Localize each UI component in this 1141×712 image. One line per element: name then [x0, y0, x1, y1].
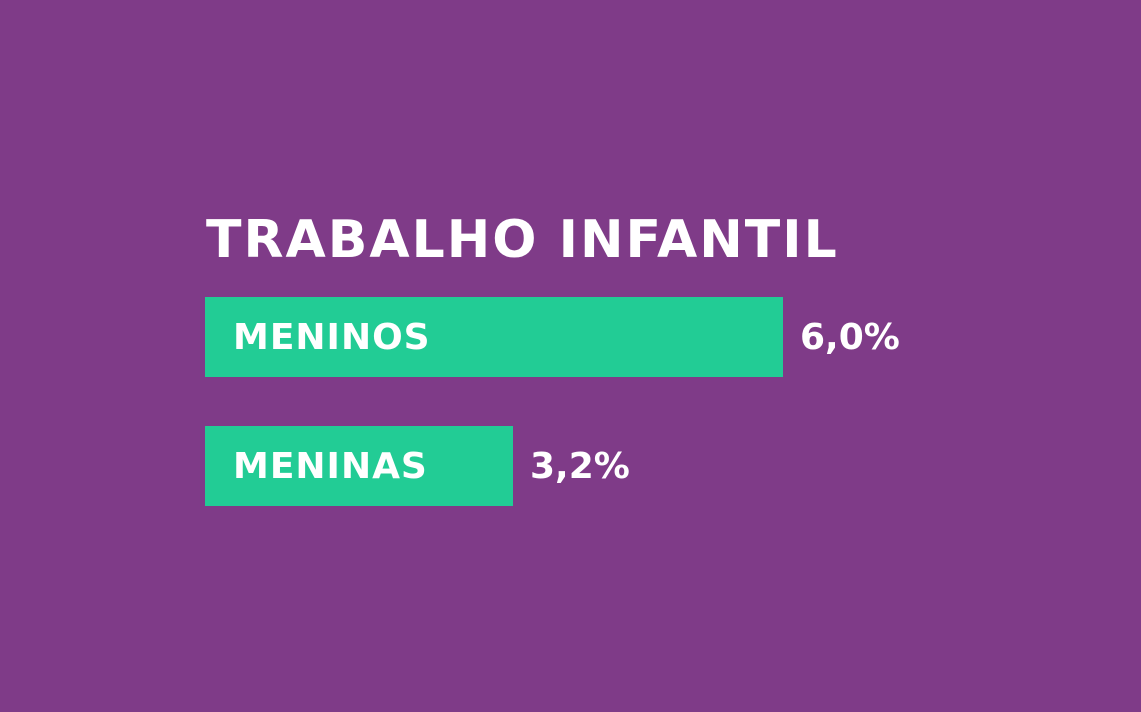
category-label-meninas: MENINAS: [233, 446, 428, 487]
category-label-meninos: MENINOS: [233, 317, 431, 358]
chart-title: TRABALHO INFANTIL: [206, 210, 839, 270]
bar-meninas: [205, 426, 513, 506]
value-label-meninas: 3,2%: [530, 446, 630, 487]
bar-meninos: [205, 297, 783, 377]
bars-group: MENINOS 6,0% MENINAS 3,2%: [205, 297, 900, 506]
value-label-meninos: 6,0%: [800, 317, 900, 358]
